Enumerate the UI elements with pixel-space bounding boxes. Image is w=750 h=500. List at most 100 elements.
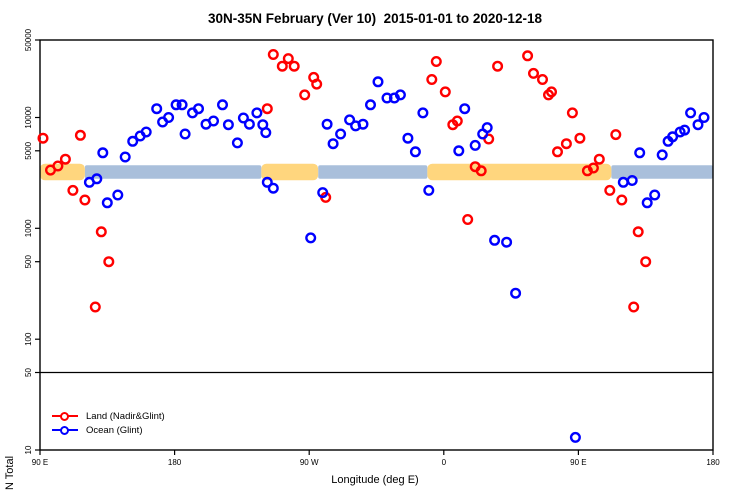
- ocean-point: [510, 287, 522, 299]
- surface-band-segment-ocean: [611, 165, 714, 179]
- land-point: [267, 49, 279, 61]
- land-point: [462, 213, 474, 225]
- ocean-point: [140, 126, 152, 138]
- y-tick-label: 100: [24, 332, 33, 346]
- y-tick-label: 50: [24, 368, 33, 377]
- surface-band-segment-land: [261, 163, 319, 181]
- land-point: [566, 107, 578, 119]
- ocean-point: [344, 114, 356, 126]
- ocean-point: [617, 176, 629, 188]
- land-point: [587, 162, 599, 174]
- ocean-point: [243, 118, 255, 130]
- y-tick-label: 500: [24, 254, 33, 268]
- land-point: [282, 53, 294, 65]
- chart-title: 30N-35N February (Ver 10) 2015-01-01 to …: [208, 11, 542, 26]
- land-point: [37, 132, 49, 144]
- ocean-point: [163, 111, 175, 123]
- y-tick-label: 5000: [24, 141, 33, 159]
- x-tick-label: 180: [706, 458, 720, 467]
- land-point: [552, 146, 564, 158]
- ocean-point: [409, 146, 421, 158]
- surface-band-segment-land: [427, 163, 612, 181]
- ocean-point: [626, 174, 638, 186]
- surface-band-segment-ocean: [318, 165, 428, 179]
- ocean-point: [192, 103, 204, 115]
- ocean-point: [327, 138, 339, 150]
- x-tick-label: 180: [168, 458, 182, 467]
- legend-label-land: Land (Nadir&Glint): [86, 411, 165, 423]
- land-point: [628, 301, 640, 313]
- land-point: [439, 86, 451, 98]
- land-point: [103, 256, 115, 268]
- surface-band-segment-land: [40, 163, 85, 181]
- ocean-point: [641, 197, 653, 209]
- x-tick-label: 90 W: [300, 458, 319, 467]
- ocean-point: [321, 118, 333, 130]
- ocean-point: [170, 99, 182, 111]
- land-point: [560, 138, 572, 150]
- land-point: [276, 60, 288, 72]
- land-point: [604, 184, 616, 196]
- land-point: [288, 60, 300, 72]
- x-tick-label: 90 E: [570, 458, 586, 467]
- land-point: [593, 153, 605, 165]
- ocean-point: [101, 197, 113, 209]
- land-point: [546, 86, 558, 98]
- legend-item-land: Land (Nadir&Glint): [52, 410, 165, 424]
- ocean-point: [335, 128, 347, 140]
- y-tick-label: 50000: [24, 28, 33, 51]
- ocean-point: [469, 139, 481, 151]
- ocean-point: [569, 431, 581, 443]
- ocean-point: [394, 89, 406, 101]
- ocean-point: [692, 119, 704, 131]
- ocean-point: [459, 103, 471, 115]
- ocean-point: [237, 112, 249, 124]
- ocean-point: [489, 234, 501, 246]
- land-marker-icon: [52, 412, 78, 422]
- ocean-point: [423, 184, 435, 196]
- land-point: [632, 226, 644, 238]
- land-point: [79, 194, 91, 206]
- land-point: [59, 153, 71, 165]
- ocean-point: [656, 149, 668, 161]
- land-point: [616, 194, 628, 206]
- land-point: [311, 78, 323, 90]
- land-point: [74, 129, 86, 141]
- ocean-point: [251, 107, 263, 119]
- ocean-point: [112, 189, 124, 201]
- land-point: [537, 73, 549, 85]
- ocean-point: [698, 111, 710, 123]
- ocean-point: [222, 119, 234, 131]
- land-point: [95, 226, 107, 238]
- land-point: [426, 73, 438, 85]
- land-point: [52, 160, 64, 172]
- surface-band-segment-ocean: [84, 165, 262, 179]
- ocean-point: [372, 76, 384, 88]
- ocean-point: [501, 236, 513, 248]
- ocean-point: [176, 99, 188, 111]
- ocean-point: [207, 115, 219, 127]
- ocean-point: [634, 147, 646, 159]
- land-point: [528, 67, 540, 79]
- ocean-point: [402, 132, 414, 144]
- ocean-point: [649, 189, 661, 201]
- land-point: [492, 60, 504, 72]
- land-point: [640, 256, 652, 268]
- land-point: [89, 301, 101, 313]
- x-tick-label: 90 E: [32, 458, 48, 467]
- x-axis-label: Longitude (deg E): [331, 474, 419, 486]
- ocean-point: [667, 131, 679, 143]
- ocean-point: [685, 107, 697, 119]
- ocean-point: [97, 147, 109, 159]
- ocean-point: [127, 135, 139, 147]
- ocean-point: [381, 92, 393, 104]
- y-tick-label: 10000: [24, 106, 33, 129]
- ocean-point: [481, 122, 493, 134]
- ocean-point: [305, 232, 317, 244]
- x-tick-label: 0: [442, 458, 447, 467]
- ocean-point: [91, 173, 103, 185]
- ocean-point: [267, 182, 279, 194]
- ocean-point: [231, 137, 243, 149]
